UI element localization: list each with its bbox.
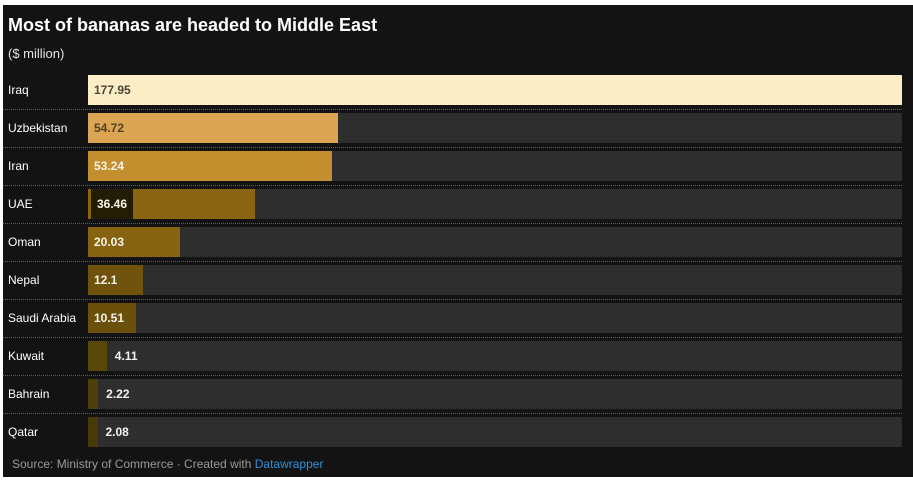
chart-title: Most of bananas are headed to Middle Eas…	[8, 15, 378, 35]
bar-row: Kuwait 4.11	[8, 341, 902, 371]
bar-row: Uzbekistan 54.72	[8, 113, 902, 143]
value-label: 20.03	[94, 235, 125, 249]
bar-track: 177.95	[88, 75, 902, 105]
value-label: 54.72	[94, 121, 125, 135]
bar-track: 10.51	[88, 303, 902, 333]
row-separator	[3, 375, 902, 376]
row-separator	[3, 109, 902, 110]
bar	[88, 75, 902, 105]
bar-row-wrap: Qatar 2.08	[8, 417, 902, 447]
row-separator	[3, 261, 902, 262]
bar-row: Oman 20.03	[8, 227, 902, 257]
bar-row-wrap: Iraq 177.95	[3, 75, 902, 110]
bar-row: Qatar 2.08	[8, 417, 902, 447]
bar-row: Iraq 177.95	[8, 75, 902, 105]
footer: Source: Ministry of Commerce · Created w…	[12, 457, 323, 471]
bar-row: UAE 36.46	[8, 189, 902, 219]
row-separator	[3, 337, 902, 338]
bar-track: 2.08	[88, 417, 902, 447]
row-separator	[3, 223, 902, 224]
bar-row-wrap: Iran 53.24	[3, 151, 902, 186]
bar-row-wrap: Kuwait 4.11	[3, 341, 902, 376]
category-label: Iran	[8, 159, 29, 173]
bar-track: 2.22	[88, 379, 902, 409]
bar-track: 4.11	[88, 341, 902, 371]
bar-row: Saudi Arabia 10.51	[8, 303, 902, 333]
bar	[88, 303, 137, 333]
chart-canvas: Most of bananas are headed to Middle Eas…	[3, 5, 913, 477]
category-label: Bahrain	[8, 387, 50, 401]
bar-row-wrap: UAE 36.46	[3, 189, 902, 224]
bar-row: Nepal 12.1	[8, 265, 902, 295]
category-label: Iraq	[8, 83, 29, 97]
bar-row-wrap: Oman 20.03	[3, 227, 902, 262]
category-label: UAE	[8, 197, 33, 211]
row-separator	[3, 413, 902, 414]
value-label: 53.24	[94, 159, 125, 173]
row-separator	[3, 147, 902, 148]
row-separator	[3, 185, 902, 186]
bar	[88, 341, 107, 371]
chart-subtitle: ($ million)	[8, 46, 65, 61]
bar-track: 12.1	[88, 265, 902, 295]
datawrapper-link[interactable]: Datawrapper	[254, 457, 324, 471]
source-text: Source: Ministry of Commerce · Created w…	[12, 457, 255, 471]
bar	[88, 113, 339, 143]
category-label: Oman	[8, 235, 41, 249]
value-label: 2.08	[105, 425, 129, 439]
category-label: Nepal	[8, 273, 40, 287]
bar-row-wrap: Bahrain 2.22	[3, 379, 902, 414]
bar-row: Iran 53.24	[8, 151, 902, 181]
category-label: Qatar	[8, 425, 39, 439]
row-separator	[3, 299, 902, 300]
category-label: Saudi Arabia	[8, 311, 77, 325]
bar-track: 53.24	[88, 151, 902, 181]
value-label: 36.46	[91, 189, 134, 219]
bar	[88, 227, 180, 257]
bar-track: 54.72	[88, 113, 902, 143]
category-label: Kuwait	[8, 349, 45, 363]
bar-row-wrap: Saudi Arabia 10.51	[3, 303, 902, 338]
value-label: 4.11	[114, 349, 138, 363]
bar-row: Bahrain 2.22	[8, 379, 902, 409]
bar-row-wrap: Nepal 12.1	[3, 265, 902, 300]
bar	[88, 417, 98, 447]
bar-track: 36.46	[88, 189, 902, 219]
bar-rows: Iraq 177.95 Uzbekistan 54.72 Iran 53.24 UAE 36.…	[3, 75, 902, 447]
category-label: Uzbekistan	[8, 121, 68, 135]
value-label: 177.95	[94, 83, 131, 97]
value-label: 2.22	[106, 387, 130, 401]
bar	[88, 265, 144, 295]
bar	[88, 379, 99, 409]
bar-row-wrap: Uzbekistan 54.72	[3, 113, 902, 148]
bar-track: 20.03	[88, 227, 902, 257]
value-label: 10.51	[94, 311, 125, 325]
bar	[88, 151, 332, 181]
value-label: 12.1	[94, 273, 118, 287]
